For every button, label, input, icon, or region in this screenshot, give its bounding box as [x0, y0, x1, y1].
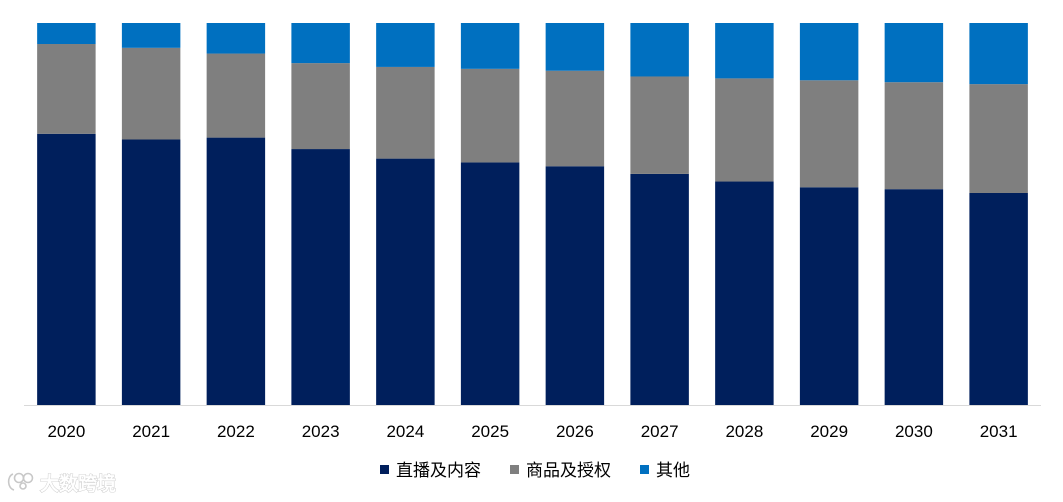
bar-segment-series-2-2029	[799, 23, 859, 81]
bar-segment-series-1-2031	[969, 84, 1028, 193]
bar-segment-series-1-2029	[799, 80, 859, 188]
x-tick-label: 2025	[471, 422, 509, 441]
x-tick-label: 2030	[895, 422, 933, 441]
bar-segment-series-1-2028	[715, 78, 774, 182]
legend-item-series-1: 商品及授权	[510, 461, 611, 481]
x-tick-label: 2023	[302, 422, 340, 441]
bar-segment-series-2-2022	[206, 23, 266, 54]
x-tick-label: 2026	[556, 422, 594, 441]
bar-segment-series-1-2024	[376, 66, 435, 159]
x-tick-labels: 2020 2021 2022 2023 2024 2025 2026 2027 2028 2029…	[47, 422, 1017, 441]
bar-segment-series-1-2022	[206, 53, 266, 138]
bar-segment-series-1-2030	[884, 82, 944, 190]
bar-segment-series-0-2024	[376, 158, 435, 405]
watermark-text: 大数跨境	[40, 472, 116, 495]
bar-segment-series-1-2020	[37, 44, 96, 134]
watermark-icon	[7, 472, 34, 491]
x-tick-label: 2028	[725, 422, 763, 441]
bar-segment-series-1-2026	[545, 70, 605, 167]
x-tick-label: 2024	[386, 422, 424, 441]
bar-segment-series-2-2027	[630, 23, 689, 77]
bar-segment-series-2-2024	[376, 23, 435, 67]
bar-segment-series-0-2029	[799, 187, 859, 405]
bar-segment-series-2-2026	[545, 23, 605, 71]
legend-swatch	[640, 465, 649, 474]
x-tick-label: 2031	[980, 422, 1018, 441]
bar-segment-series-1-2025	[460, 68, 520, 163]
legend-label: 其他	[656, 461, 690, 481]
legend-item-series-2: 其他	[640, 461, 690, 481]
x-tick-label: 2029	[810, 422, 848, 441]
bar-segment-series-0-2021	[121, 139, 181, 405]
bar-segment-series-2-2025	[460, 23, 520, 69]
bar-segment-series-0-2027	[630, 173, 689, 405]
legend-item-series-0: 直播及内容	[380, 461, 481, 481]
legend: 直播及内容 商品及授权 其他	[380, 461, 690, 481]
bar-segment-series-2-2023	[291, 23, 350, 64]
x-tick-label: 2021	[132, 422, 170, 441]
bar-segment-series-0-2030	[884, 189, 944, 405]
bar-segment-series-0-2025	[460, 162, 520, 405]
bar-segment-series-2-2030	[884, 23, 944, 83]
bar-segment-series-0-2026	[545, 166, 605, 405]
x-tick-label: 2027	[641, 422, 679, 441]
bar-segment-series-0-2028	[715, 181, 774, 405]
legend-swatch	[380, 465, 389, 474]
bar-segment-series-0-2020	[37, 133, 96, 405]
bar-segment-series-0-2023	[291, 149, 350, 405]
legend-label: 商品及授权	[526, 461, 611, 481]
bar-segment-series-1-2023	[291, 63, 350, 150]
bar-segment-series-1-2021	[121, 47, 181, 140]
bar-segment-series-0-2031	[969, 192, 1028, 405]
bar-segment-series-1-2027	[630, 76, 689, 174]
x-tick-label: 2020	[47, 422, 85, 441]
bar-segment-series-2-2021	[121, 23, 181, 48]
bar-segment-series-2-2020	[37, 23, 96, 45]
watermark-logo: 大数跨境	[7, 472, 116, 495]
bars-layer	[37, 23, 1028, 405]
bar-segment-series-0-2022	[206, 137, 266, 405]
bar-segment-series-2-2028	[715, 23, 774, 79]
x-tick-label: 2022	[217, 422, 255, 441]
legend-label: 直播及内容	[396, 461, 481, 481]
bar-segment-series-2-2031	[969, 23, 1028, 85]
legend-swatch	[510, 465, 519, 474]
